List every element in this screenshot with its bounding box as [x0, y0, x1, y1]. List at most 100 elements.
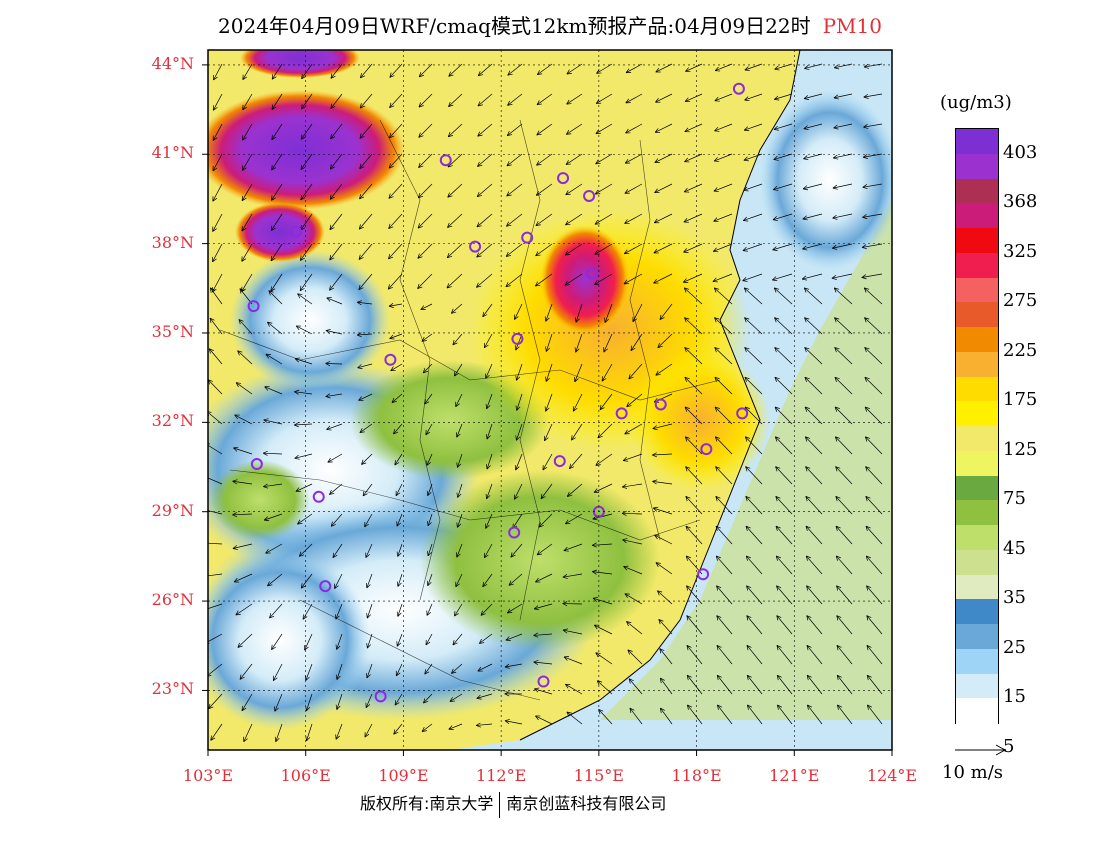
wind-arrow — [418, 93, 433, 108]
wind-arrow — [297, 513, 313, 525]
wind-arrow — [863, 93, 883, 99]
wind-arrow — [629, 707, 643, 725]
wind-arrow — [625, 63, 643, 74]
wind-arrow — [563, 656, 583, 665]
wind-arrow — [506, 123, 523, 136]
wind-arrow — [543, 423, 553, 442]
wind-arrow — [476, 693, 493, 700]
wind-arrow — [562, 628, 583, 635]
wind-arrow — [269, 603, 283, 619]
wind-arrow — [477, 63, 493, 77]
station-marker — [508, 526, 521, 539]
wind-arrow — [836, 615, 853, 635]
wind-arrow — [806, 674, 823, 695]
wind-arrow — [395, 663, 403, 677]
legend-swatch — [956, 327, 998, 353]
wind-arrow — [834, 436, 853, 455]
wind-arrow — [456, 513, 463, 528]
wind-arrow — [272, 663, 283, 682]
wind-arrow — [300, 93, 313, 110]
wind-arrow — [208, 542, 223, 545]
wind-arrow — [535, 183, 553, 196]
wind-arrow — [242, 93, 253, 111]
wind-arrow — [264, 386, 283, 395]
wind-arrow — [802, 243, 823, 251]
coastline — [519, 50, 801, 741]
wind-arrow — [504, 691, 523, 697]
legend-swatch — [956, 129, 998, 155]
wind-arrow — [545, 363, 553, 382]
wind-arrow — [212, 183, 223, 202]
wind-arrow — [745, 555, 763, 575]
wind-arrow — [627, 649, 643, 665]
station-marker — [553, 455, 566, 468]
south-green — [420, 470, 660, 650]
wind-arrow — [742, 213, 763, 222]
map-frame — [207, 49, 893, 751]
wind-arrow — [774, 317, 793, 335]
wind-arrow — [596, 680, 613, 695]
wind-arrow — [657, 333, 673, 349]
wind-arrow — [806, 615, 823, 635]
wind-arrow — [654, 183, 673, 194]
wind-arrow — [300, 183, 313, 201]
wind-arrow — [395, 483, 403, 497]
wind-arrow — [388, 243, 403, 260]
wind-arrow — [713, 287, 733, 305]
wind-arrow — [476, 243, 493, 258]
wind-arrow — [330, 63, 343, 79]
wind-arrow — [544, 393, 553, 412]
wind-arrow — [243, 723, 253, 743]
wind-arrow — [477, 663, 493, 672]
wind-arrow — [774, 93, 793, 101]
wind-arrow — [329, 243, 343, 261]
wind-arrow — [623, 273, 643, 285]
wind-arrow — [515, 363, 523, 381]
wind-arrow — [394, 453, 403, 466]
wind-arrow — [335, 603, 343, 620]
wind-arrow — [864, 436, 883, 455]
wind-arrow — [683, 213, 703, 223]
wind-arrow — [715, 525, 733, 545]
wind-arrow — [208, 443, 223, 455]
wind-arrow — [242, 123, 253, 141]
wind-arrow — [594, 243, 613, 255]
monitoring-stations — [247, 82, 749, 703]
color-legend — [955, 128, 999, 724]
wind-arrow — [742, 243, 763, 252]
legend-unit: (ug/m3) — [940, 92, 1012, 113]
wind-arrow — [804, 406, 823, 425]
wind-arrow — [418, 123, 433, 138]
lat-label: 38°N — [151, 232, 194, 252]
wind-arrow — [446, 243, 463, 259]
wind-arrow — [456, 423, 463, 438]
wind-arrow — [274, 723, 283, 743]
wind-arrow — [659, 648, 673, 665]
wind-arrow — [482, 573, 493, 588]
wind-arrow — [533, 632, 553, 638]
wind-arrow — [659, 303, 673, 320]
wind-arrow — [477, 123, 493, 137]
wind-arrow — [595, 123, 613, 135]
wind-arrow — [417, 243, 433, 259]
lat-label: 29°N — [151, 500, 194, 520]
wind-arrow — [714, 123, 733, 132]
wind-arrow — [208, 475, 223, 485]
wind-arrow — [834, 406, 853, 425]
wind-arrow — [510, 543, 523, 558]
wind-arrow — [743, 183, 763, 192]
wind-arrow — [456, 483, 463, 498]
wind-arrow — [774, 347, 793, 365]
wind-arrow — [422, 363, 433, 374]
legend-swatch — [956, 698, 998, 724]
wind-arrow — [744, 436, 763, 455]
wind-arrow — [538, 513, 553, 528]
legend-swatch — [956, 599, 998, 625]
wind-arrow — [482, 303, 493, 318]
wind-arrow — [685, 525, 703, 545]
wind-arrow — [805, 466, 823, 485]
wind-arrow — [566, 711, 583, 725]
wind-arrow — [235, 603, 253, 616]
wind-arrow — [865, 525, 883, 545]
